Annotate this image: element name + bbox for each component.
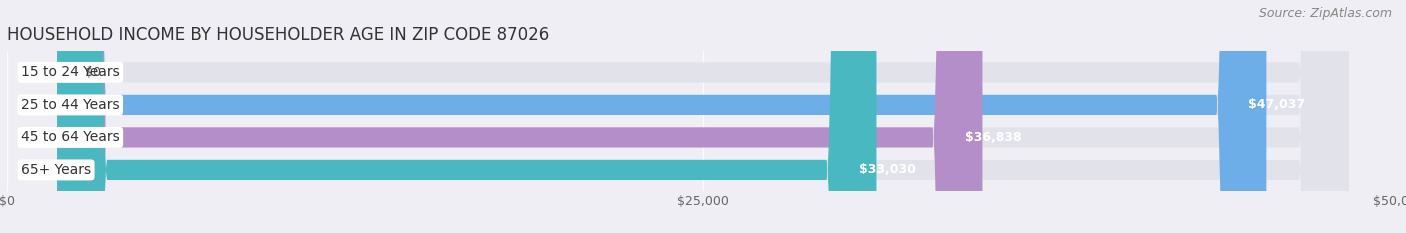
Text: $36,838: $36,838 xyxy=(965,131,1021,144)
Text: 25 to 44 Years: 25 to 44 Years xyxy=(21,98,120,112)
Text: HOUSEHOLD INCOME BY HOUSEHOLDER AGE IN ZIP CODE 87026: HOUSEHOLD INCOME BY HOUSEHOLDER AGE IN Z… xyxy=(7,26,550,44)
FancyBboxPatch shape xyxy=(58,0,1348,233)
Text: $33,030: $33,030 xyxy=(859,163,915,176)
FancyBboxPatch shape xyxy=(58,0,1267,233)
Text: Source: ZipAtlas.com: Source: ZipAtlas.com xyxy=(1258,7,1392,20)
FancyBboxPatch shape xyxy=(58,0,1348,233)
FancyBboxPatch shape xyxy=(58,0,1348,233)
Text: 65+ Years: 65+ Years xyxy=(21,163,91,177)
FancyBboxPatch shape xyxy=(58,0,983,233)
FancyBboxPatch shape xyxy=(58,0,876,233)
FancyBboxPatch shape xyxy=(58,0,1348,233)
Text: 15 to 24 Years: 15 to 24 Years xyxy=(21,65,120,79)
Text: $0: $0 xyxy=(84,66,101,79)
Text: $47,037: $47,037 xyxy=(1249,98,1305,111)
Text: 45 to 64 Years: 45 to 64 Years xyxy=(21,130,120,144)
